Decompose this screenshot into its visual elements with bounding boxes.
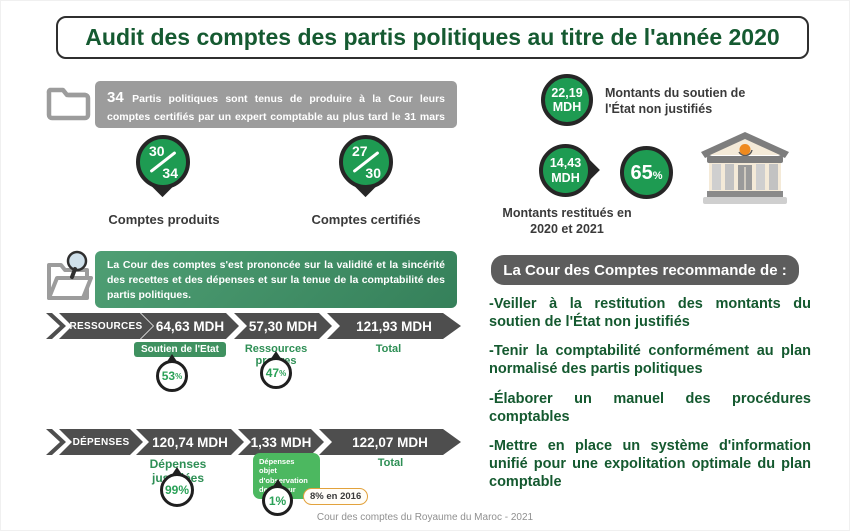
resources-seg-soutien: 64,63 MDH (141, 313, 239, 339)
percent-circle-47: 47% (260, 351, 292, 389)
amount-unit: MDH (552, 100, 582, 114)
note-2016: 8% en 2016 (303, 488, 369, 505)
party-count: 34 (107, 89, 133, 106)
label-resources-total: Total (375, 343, 402, 355)
recommendations-list: -Veiller à la restitution des montants d… (489, 295, 811, 491)
expenses-seg-observation: 1,33 MDH (238, 429, 324, 455)
recommendations-title: La Cour des Comptes recommande de : (491, 255, 799, 285)
circle-65-percent: 65% (620, 146, 673, 199)
circle-tip (271, 479, 284, 488)
resources-header-band: RESSOURCES (59, 313, 153, 339)
fraction-denominator: 34 (162, 165, 178, 181)
resources-seg-propres: 57,30 MDH (234, 313, 332, 339)
circle-body: 65% (620, 146, 673, 199)
fraction-numerator: 30 (149, 143, 165, 159)
circle-body: 14,43 MDH (539, 144, 592, 197)
circle-tip (166, 354, 178, 363)
bank-icon (699, 129, 791, 212)
stat-pin-comptes-produits: 30 34 (136, 135, 190, 198)
percent-unit: % (279, 368, 287, 378)
percent-circle-99: 99% (160, 467, 194, 507)
amount-unit: MDH (551, 170, 580, 185)
amount-value: 14,43 (549, 156, 582, 171)
footer-credit: Cour des comptes du Royaume du Maroc - 2… (316, 512, 534, 523)
percent-value: 53 (161, 369, 176, 383)
amount-value: 22,19 (551, 85, 583, 100)
mandate-box: La Cour des comptes s'est prononcée sur … (95, 251, 457, 308)
percent-circle-1: 1% (262, 479, 293, 516)
recommendation-item: -Tenir la comptabilité conformément au p… (489, 343, 811, 378)
title-box: Audit des comptes des partis politiques … (56, 16, 809, 59)
pin-body: 30 34 (136, 135, 190, 189)
percent-unit: % (175, 371, 183, 381)
tag-soutien-etat: Soutien de l'Etat (134, 342, 226, 357)
folder-search-icon (45, 247, 95, 310)
percent-value: 99% (164, 483, 190, 497)
intro-text: Partis politiques sont tenus de produire… (107, 93, 446, 139)
circle-montants-non-justifies: 22,19 MDH (541, 74, 593, 126)
percent-circle-53: 53% (156, 354, 188, 392)
circle-body: 22,19 MDH (541, 74, 593, 126)
resources-seg-total: 121,93 MDH (327, 313, 461, 339)
percent-value: 47 (265, 366, 280, 380)
label-montants-non-justifies: Montants du soutien de l'État non justif… (605, 86, 746, 117)
percent-value: 1% (268, 493, 287, 508)
pin-body: 27 30 (339, 135, 393, 189)
percent-value: 65% (630, 161, 663, 184)
circle-tip (171, 467, 183, 476)
fraction-numerator: 27 (352, 143, 368, 159)
recommendation-item: -Élaborer un manuel des procédures compt… (489, 390, 811, 425)
label-expenses-total: Total (377, 457, 404, 469)
recommendation-item: -Veiller à la restitution des montants d… (489, 296, 811, 331)
page-title: Audit des comptes des partis politiques … (85, 24, 780, 50)
label-montants-restitues: Montants restitués en 2020 et 2021 (502, 206, 632, 237)
folder-icon (45, 81, 91, 128)
stat-label-comptes-produits: Comptes produits (108, 212, 220, 227)
intro-box: 34 Partis politiques sont tenus de produ… (95, 81, 457, 138)
circle-montants-restitues: 14,43 MDH (539, 144, 600, 197)
expenses-seg-total: 122,07 MDH (319, 429, 461, 455)
stat-label-comptes-certifies: Comptes certifiés (311, 212, 421, 227)
expenses-header-band: DÉPENSES (59, 429, 143, 455)
stat-pin-comptes-certifies: 27 30 (339, 135, 393, 198)
circle-tip (270, 351, 282, 360)
recommendation-item: -Mettre en place un système d'informatio… (489, 437, 811, 490)
expenses-seg-justifiees: 120,74 MDH (136, 429, 244, 455)
fraction-denominator: 30 (365, 165, 381, 181)
